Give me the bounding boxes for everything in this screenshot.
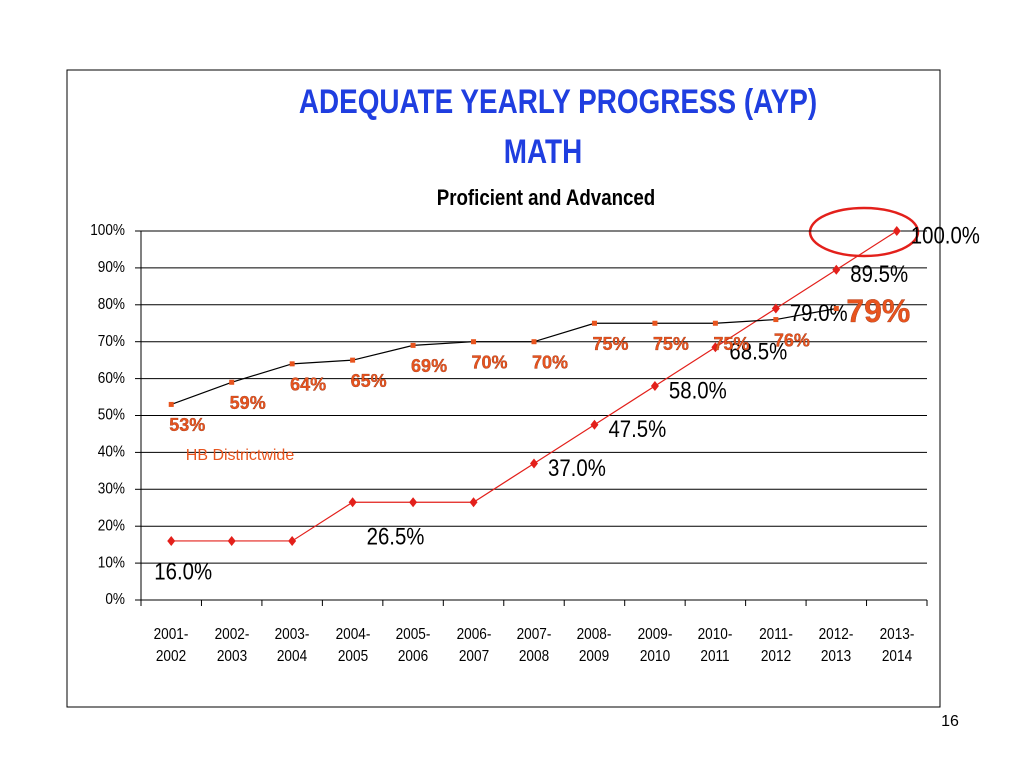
series-line bbox=[171, 230, 898, 542]
marker bbox=[652, 320, 658, 326]
data-label: 79.0% bbox=[790, 299, 848, 326]
data-label: 59% bbox=[230, 393, 266, 413]
marker bbox=[288, 535, 297, 546]
data-label: 16.0% bbox=[154, 558, 212, 585]
y-tick-label: 50% bbox=[98, 407, 125, 424]
data-label: 68.5% bbox=[729, 338, 787, 365]
y-tick-label: 70% bbox=[98, 333, 125, 350]
x-tick-label: 2013-2014 bbox=[879, 626, 915, 665]
marker bbox=[348, 497, 357, 508]
x-tick-label: 2004-2005 bbox=[335, 626, 370, 665]
marker bbox=[229, 379, 235, 385]
marker bbox=[773, 317, 779, 323]
series-line bbox=[171, 307, 837, 405]
marker bbox=[410, 342, 416, 348]
x-tick-label: 2005-2006 bbox=[395, 626, 431, 665]
data-label: 65% bbox=[351, 371, 387, 391]
marker bbox=[350, 357, 356, 363]
data-label: 64% bbox=[290, 375, 326, 395]
y-tick-label: 30% bbox=[98, 481, 125, 498]
page-number: 16 bbox=[941, 713, 959, 730]
data-label: 37.0% bbox=[548, 454, 606, 481]
x-tick-label: 2002-2003 bbox=[214, 626, 250, 665]
marker bbox=[530, 458, 538, 469]
data-label: 76% bbox=[774, 330, 810, 350]
chart-frame bbox=[66, 69, 941, 708]
data-label: 100.0% bbox=[911, 222, 980, 249]
chart-title-line2: MATH bbox=[504, 132, 582, 170]
y-tick-label: 100% bbox=[90, 222, 125, 239]
y-tick-label: 40% bbox=[98, 444, 125, 461]
y-tick-label: 20% bbox=[98, 517, 125, 534]
x-tick-label: 2007-2008 bbox=[516, 626, 552, 665]
y-tick-label: 90% bbox=[98, 259, 125, 276]
series-name: HB Districtwide bbox=[186, 447, 295, 464]
marker bbox=[227, 535, 236, 546]
marker bbox=[469, 497, 478, 508]
x-tick-label: 2011-2012 bbox=[758, 626, 793, 665]
x-tick-label: 2001-2002 bbox=[153, 626, 189, 665]
marker bbox=[590, 419, 599, 430]
x-tick-label: 2003-2004 bbox=[274, 626, 310, 665]
marker bbox=[833, 305, 839, 311]
marker bbox=[471, 339, 477, 345]
x-tick-label: 2008-2009 bbox=[577, 626, 612, 665]
y-tick-label: 10% bbox=[98, 554, 125, 571]
y-tick-label: 0% bbox=[105, 591, 125, 608]
marker bbox=[712, 320, 718, 326]
data-label: 75% bbox=[713, 334, 749, 354]
marker bbox=[892, 226, 901, 236]
data-label: 70% bbox=[472, 352, 508, 372]
y-tick-label: 60% bbox=[98, 370, 125, 387]
marker bbox=[289, 361, 295, 367]
x-tick-label: 2006-2007 bbox=[456, 626, 491, 665]
data-label: 53% bbox=[169, 415, 205, 435]
marker bbox=[409, 497, 418, 508]
highlight-ellipse bbox=[808, 206, 920, 258]
marker bbox=[531, 339, 537, 345]
marker bbox=[591, 320, 597, 326]
x-tick-label: 2012-2013 bbox=[818, 626, 854, 665]
data-label: 47.5% bbox=[608, 416, 666, 443]
marker bbox=[832, 264, 841, 275]
marker bbox=[771, 303, 780, 314]
chart-subtitle: Proficient and Advanced bbox=[437, 186, 655, 210]
marker bbox=[167, 535, 176, 546]
chart-title: ADEQUATE YEARLY PROGRESS (AYP) bbox=[299, 82, 817, 120]
data-label: 75% bbox=[653, 334, 689, 354]
marker bbox=[168, 401, 174, 407]
data-label: 89.5% bbox=[850, 261, 908, 288]
marker bbox=[650, 380, 659, 391]
x-tick-label: 2010-2011 bbox=[697, 626, 733, 665]
x-tick-label: 2009-2010 bbox=[637, 626, 673, 665]
marker bbox=[711, 342, 720, 353]
data-label: 26.5% bbox=[367, 523, 425, 550]
data-label: 69% bbox=[411, 356, 447, 376]
data-label: 70% bbox=[532, 352, 568, 372]
data-label: 79% bbox=[846, 293, 910, 329]
y-tick-label: 80% bbox=[98, 296, 125, 313]
data-label: 58.0% bbox=[669, 377, 727, 404]
data-label: 75% bbox=[592, 334, 628, 354]
